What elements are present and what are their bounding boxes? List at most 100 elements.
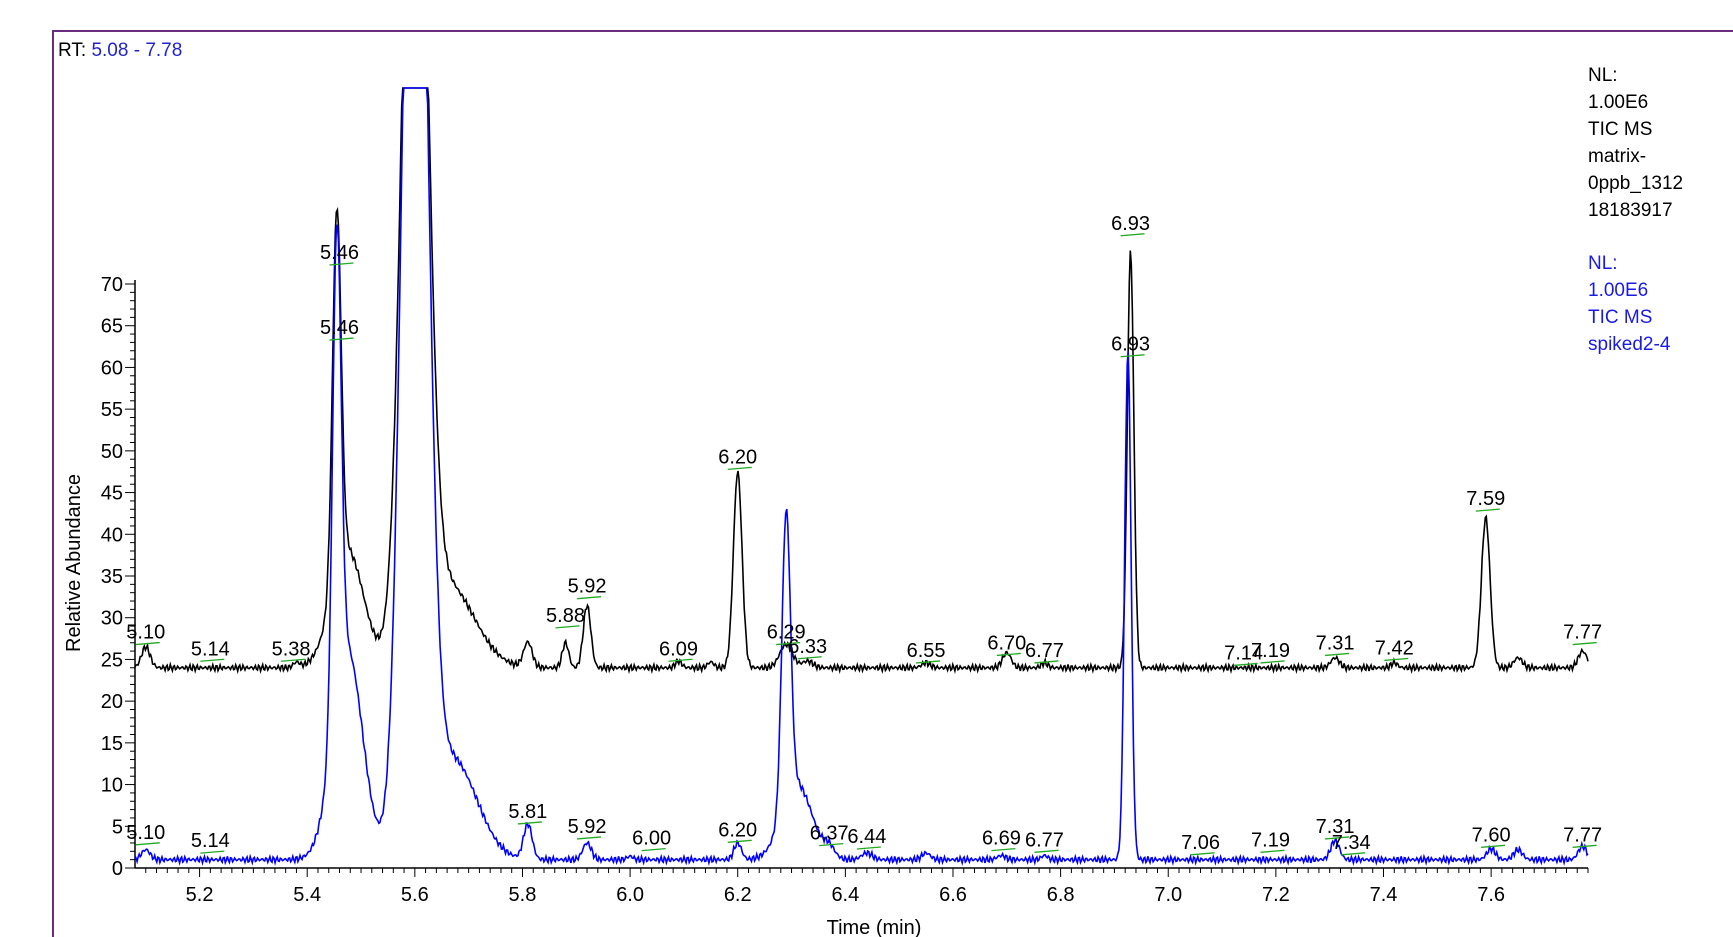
peak-label: 5.46	[320, 317, 359, 339]
baseline-mark	[329, 262, 354, 266]
peak-label: 6.77	[1025, 640, 1064, 662]
peak-label: 7.06	[1181, 832, 1220, 854]
legend-line: NL:	[1588, 65, 1618, 86]
peak-label: 6.37	[810, 823, 849, 845]
x-tick-label: 5.6	[401, 884, 429, 906]
baseline-mark	[996, 652, 1021, 657]
x-tick-label: 6.4	[831, 884, 859, 906]
baseline-mark	[776, 641, 801, 646]
peak-label: 6.20	[718, 446, 757, 468]
peak-label: 5.14	[191, 830, 230, 852]
peak-label: 7.77	[1563, 824, 1602, 846]
peak-label: 6.20	[718, 819, 757, 841]
baseline-mark	[1384, 657, 1409, 662]
peak-labels: 5.10 5.14 5.38 5.46 5.88 5.92 6.09 6.20 6.296.33…	[126, 213, 1602, 856]
y-tick-label: 60	[101, 357, 123, 379]
spiked-trace-line	[134, 87, 1589, 867]
y-tick-label: 65	[101, 316, 123, 338]
peak-label: 7.34	[1332, 832, 1371, 854]
peak-label: 7.14	[1224, 642, 1263, 664]
baseline-mark	[135, 641, 160, 646]
y-tick-label: 35	[101, 566, 123, 588]
baseline-mark	[991, 847, 1016, 852]
x-tick-label: 7.2	[1262, 884, 1290, 906]
baseline-mark	[329, 337, 354, 341]
x-tick-label: 6.2	[724, 884, 752, 906]
y-tick-label: 0	[112, 858, 123, 880]
peak-label: 7.19	[1251, 640, 1290, 662]
baseline-mark	[1120, 354, 1145, 358]
x-tick-label: 7.6	[1477, 884, 1505, 906]
peak-label: 7.77	[1563, 622, 1602, 644]
peak-label: 7.31	[1316, 632, 1355, 654]
baseline-mark	[1572, 641, 1597, 646]
legend-spiked-trace: NL: 1.00E6 TIC MS spiked2-4	[1588, 250, 1670, 358]
peak-label: 6.55	[907, 640, 946, 662]
rt-range-value: 5.08 - 7.78	[91, 40, 183, 61]
x-tick-label: 7.0	[1154, 884, 1182, 906]
peak-label: 6.09	[659, 638, 698, 660]
baseline-mark	[1260, 849, 1285, 853]
baseline-mark	[1260, 660, 1285, 664]
baseline-mark	[727, 466, 752, 471]
peak-label: 7.19	[1251, 829, 1290, 851]
baseline-mark	[797, 656, 822, 660]
baseline-mark	[1034, 660, 1059, 664]
baseline-mark	[1341, 852, 1366, 856]
peak-label: 5.10	[126, 822, 165, 844]
rt-prefix: RT:	[58, 40, 87, 61]
peak-label: 6.77	[1025, 829, 1064, 851]
legend-line: TIC MS	[1588, 119, 1653, 140]
legend-line: matrix-	[1588, 146, 1647, 167]
y-tick-label: 45	[101, 483, 123, 505]
baseline-mark	[668, 658, 693, 662]
peak-label: 7.31	[1316, 816, 1355, 838]
retention-time-range: RT: 5.08 - 7.78	[58, 40, 182, 62]
baseline-mark	[916, 660, 941, 664]
baseline-mark	[819, 842, 844, 847]
baseline-mark	[200, 850, 225, 854]
y-tick-label: 70	[101, 274, 123, 296]
baseline-mark	[1475, 508, 1500, 512]
legend-line: 18183917	[1588, 200, 1673, 221]
baseline-mark	[1481, 844, 1506, 848]
x-axis-title: Time (min)	[827, 917, 922, 937]
axes: 5.2 5.4 5.6 5.8 6.0 6.2 6.4 6.6 6.8 7.0 7.2 7.4 7.60…	[101, 274, 1589, 906]
x-tick-label: 7.4	[1370, 884, 1398, 906]
matrix-trace-line	[134, 87, 1589, 675]
baseline-mark	[1233, 662, 1258, 667]
peak-label: 5.88	[546, 605, 585, 627]
x-tick-label: 5.8	[509, 884, 537, 906]
peak-label: 6.29	[767, 622, 806, 644]
peak-label: 5.92	[568, 576, 607, 598]
baseline-mark	[555, 625, 580, 629]
y-tick-label: 55	[101, 399, 123, 421]
legend-line: 1.00E6	[1588, 280, 1649, 301]
peak-label: 5.46	[320, 242, 359, 264]
peak-label: 6.93	[1111, 213, 1150, 235]
peak-label: 6.44	[847, 826, 886, 848]
baseline-mark	[727, 839, 752, 843]
legend-line: 0ppb_1312	[1588, 173, 1684, 194]
x-tick-label: 5.2	[186, 884, 214, 906]
y-tick-label: 40	[101, 524, 123, 546]
y-tick-label: 10	[101, 775, 123, 797]
baseline-mark	[1120, 233, 1145, 237]
y-axis-title: Relative Abundance	[63, 474, 85, 652]
peak-label: 5.14	[191, 638, 230, 660]
peak-label: 5.92	[568, 816, 607, 838]
x-tick-label: 6.0	[616, 884, 644, 906]
baseline-mark	[200, 658, 225, 662]
legend-line: spiked2-4	[1588, 334, 1671, 355]
baseline-mark	[517, 821, 542, 825]
peak-label: 6.93	[1111, 334, 1150, 356]
peak-label: 7.59	[1466, 488, 1505, 510]
peak-label: 6.00	[632, 828, 671, 850]
baseline-mark	[576, 836, 602, 840]
baseline-mark	[281, 658, 306, 662]
x-tick-label: 5.4	[293, 884, 321, 906]
baseline-mark	[1325, 836, 1350, 840]
peak-label: 5.81	[508, 801, 547, 823]
y-tick-label: 15	[101, 733, 123, 755]
